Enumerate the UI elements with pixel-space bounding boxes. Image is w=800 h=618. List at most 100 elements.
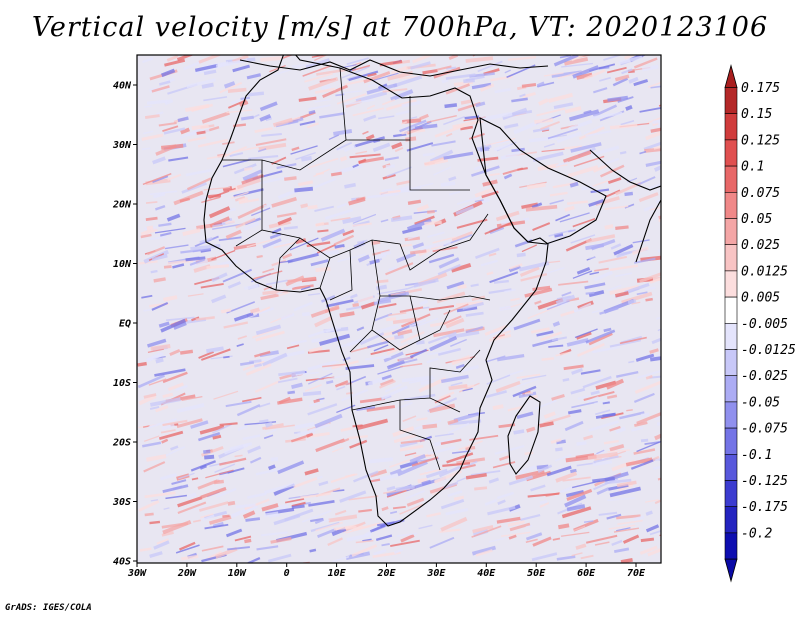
- field-streak: [412, 242, 425, 249]
- field-streak: [336, 202, 348, 209]
- field-streak: [362, 130, 369, 135]
- field-streak: [342, 356, 351, 362]
- field-streak: [558, 523, 570, 530]
- field-streak: [595, 196, 620, 207]
- field-streak: [267, 503, 289, 511]
- mediterranean-coast: [239, 59, 549, 77]
- field-streak: [645, 375, 653, 380]
- field-streak: [151, 301, 169, 311]
- field-streak: [485, 390, 507, 399]
- field-streak: [436, 291, 466, 304]
- field-streak: [502, 107, 528, 121]
- field-streak: [585, 130, 612, 137]
- field-streak: [189, 258, 205, 266]
- field-streak: [278, 370, 306, 377]
- colorbar-swatch: [724, 506, 738, 534]
- field-streak: [263, 434, 274, 440]
- field-streak: [636, 291, 648, 296]
- colorbar-swatch: [724, 87, 738, 115]
- field-streak: [173, 321, 187, 330]
- field-streak: [352, 107, 385, 117]
- field-streak: [373, 324, 400, 334]
- field-streak: [640, 438, 649, 443]
- field-streak: [592, 179, 610, 187]
- field-streak: [551, 394, 565, 401]
- field-streak: [634, 379, 661, 394]
- field-streak: [142, 441, 162, 448]
- field-streak: [582, 375, 612, 389]
- field-streak: [576, 462, 596, 467]
- field-streak: [606, 513, 622, 520]
- field-streak: [146, 225, 154, 231]
- field-streak: [388, 312, 407, 317]
- field-streak: [504, 288, 516, 293]
- field-streak: [250, 307, 260, 314]
- field-streak: [590, 188, 610, 194]
- field-streak: [206, 346, 224, 354]
- field-streak: [620, 119, 635, 126]
- field-streak: [276, 282, 303, 295]
- field-streak: [343, 98, 375, 106]
- lat-label: 40S: [113, 557, 131, 568]
- field-streak: [239, 100, 249, 107]
- field-streak: [633, 515, 645, 521]
- field-streak: [272, 117, 293, 128]
- field-streak: [385, 262, 414, 276]
- field-streak: [300, 203, 309, 209]
- field-streak: [276, 211, 297, 218]
- field-streak: [144, 114, 160, 120]
- field-streak: [323, 374, 352, 381]
- field-streak: [620, 558, 633, 563]
- field-streak: [539, 499, 548, 505]
- field-streak: [583, 124, 604, 135]
- field-streak: [203, 449, 211, 454]
- field-streak: [211, 272, 228, 283]
- field-streak: [166, 316, 195, 322]
- field-streak: [447, 422, 470, 435]
- field-streak: [367, 72, 377, 78]
- field-streak: [363, 114, 377, 122]
- field-streak: [409, 319, 427, 328]
- field-streak: [399, 460, 419, 469]
- field-streak: [553, 102, 574, 110]
- field-streak: [301, 509, 332, 523]
- field-streak: [660, 481, 661, 492]
- field-streak: [426, 357, 439, 364]
- field-streak: [254, 380, 281, 393]
- field-streak: [242, 510, 256, 519]
- field-streak: [371, 240, 381, 246]
- field-streak: [492, 404, 504, 411]
- field-streak: [186, 177, 212, 191]
- field-streak: [191, 124, 209, 131]
- field-streak: [588, 256, 596, 260]
- field-streak: [148, 418, 177, 429]
- field-streak: [348, 197, 366, 206]
- field-streak: [644, 286, 656, 291]
- field-streak: [140, 233, 152, 239]
- field-streak: [634, 421, 648, 427]
- colorbar-top-arrow: [724, 63, 738, 88]
- field-streak: [507, 56, 537, 61]
- field-streak: [628, 76, 639, 84]
- field-streak: [622, 534, 640, 544]
- field-streak: [139, 547, 152, 552]
- field-streak: [570, 142, 602, 153]
- field-streak: [271, 156, 287, 165]
- field-streak: [386, 166, 412, 178]
- longitude-axis: 30W 20W 10W 0 10E 20E 30E 40E 50E 60E 70E: [127, 563, 646, 579]
- colorbar-label: 0.1: [741, 160, 764, 175]
- field-streak: [251, 207, 271, 217]
- field-streak: [477, 156, 499, 162]
- field-streak: [606, 66, 627, 74]
- colorbar-label: -0.175: [741, 500, 788, 515]
- field-streak: [615, 181, 642, 196]
- field-streak: [357, 295, 374, 303]
- field-streak: [144, 105, 153, 108]
- field-streak: [138, 499, 160, 512]
- india-coast: [635, 199, 661, 263]
- field-streak: [530, 327, 550, 334]
- field-streak: [569, 181, 579, 188]
- field-streak: [304, 384, 322, 392]
- field-streak: [238, 198, 260, 205]
- field-streak: [455, 363, 465, 369]
